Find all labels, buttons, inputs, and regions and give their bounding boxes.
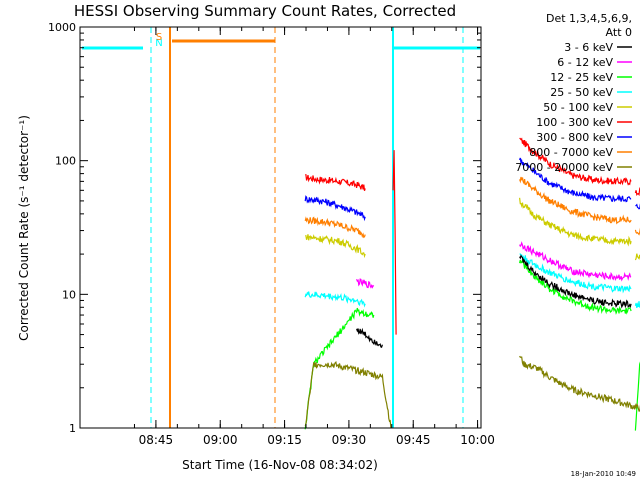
x-tick-label-2: 09:15 [267,433,302,447]
series-12-25-kev-segment-0 [304,307,375,430]
y-tick-label-0: 1 [69,422,76,435]
series-800-7000-kev-segment-1 [519,176,632,225]
y-tick-label-3: 1000 [48,21,76,34]
series-800-7000-kev-segment-0 [304,216,366,239]
x-tick-label-0: 08:45 [139,433,174,447]
legend-label-4: 50 - 100 keV [543,101,613,114]
series-300-800-kev-segment-1 [519,157,632,203]
plot-frame [79,26,482,429]
x-tick-label-4: 09:45 [396,433,431,447]
series-50-100-kev-segment-0 [304,234,366,259]
legend-label-5: 100 - 300 keV [536,116,613,129]
series-6-12-kev-segment-0 [356,278,375,289]
y-tick-label-1: 10 [62,288,76,301]
legend-label-1: 6 - 12 keV [557,56,613,69]
y-axis-label: Corrected Count Rate (s⁻¹ detector⁻¹) [17,115,31,341]
axes: 1 10 100 1000 08:45 09:00 09:15 09:30 09:45 10:00 [48,21,495,447]
footer-timestamp: 18-Jan-2010 10:49 [571,470,636,478]
y-tick-label-2: 100 [55,155,76,168]
series-12-25-kev-segment-1 [519,258,632,315]
chart-title: HESSI Observing Summary Count Rates, Cor… [74,2,456,20]
flare-spike [392,150,397,335]
legend-entries: 3 - 6 keV 6 - 12 keV 12 - 25 keV 25 - 50 ke… [515,41,632,174]
x-tick-label-1: 09:00 [203,433,238,447]
series-25-50-kev-segment-1 [519,253,632,294]
series-50-100-kev-segment-1 [519,197,632,247]
legend-label-8: 7000 - 20000 keV [515,161,613,174]
plot-area: NS [82,27,640,431]
series-100-300-kev-segment-0 [305,174,366,191]
series-3-6-kev-segment-0 [356,327,383,349]
x-axis-label: Start Time (16-Nov-08 08:34:02) [182,458,378,472]
legend-header-line-1: Det 1,3,4,5,6,9, [546,12,632,25]
marker-label-s: S [156,32,162,43]
series-300-800-kev-segment-0 [304,195,366,222]
legend-label-7: 800 - 7000 keV [529,146,613,159]
legend-header-line-2: Att 0 [606,26,632,39]
x-tick-label-3: 09:30 [332,433,367,447]
legend-label-6: 300 - 800 keV [536,131,613,144]
series-6-12-kev-segment-1 [519,241,632,282]
series-100-300-kev-segment-1 [519,137,632,186]
series-7000-20000-kev-segment-0 [304,361,392,429]
marker-label-n: N [155,38,162,49]
legend-label-2: 12 - 25 keV [550,71,613,84]
legend: Det 1,3,4,5,6,9, Att 0 3 - 6 keV 6 - 12 k… [515,12,632,174]
x-tick-label-5: 10:00 [460,433,495,447]
series-25-50-kev-segment-0 [304,291,366,308]
legend-label-3: 25 - 50 keV [550,86,613,99]
series-3-6-kev-segment-1 [519,254,632,309]
series-7000-20000-kev-segment-1 [519,355,640,412]
legend-label-0: 3 - 6 keV [564,41,613,54]
